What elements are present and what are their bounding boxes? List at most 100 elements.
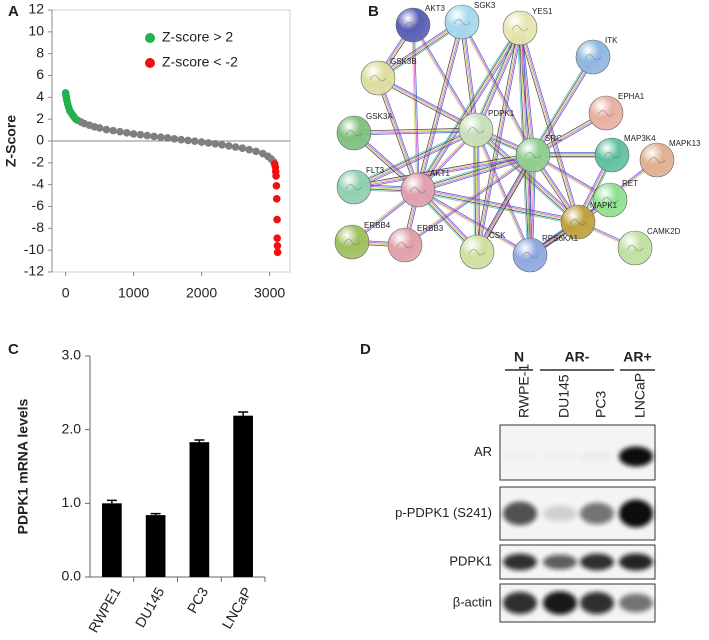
network-edge bbox=[353, 153, 533, 187]
point bbox=[116, 127, 124, 136]
node-label: CAMK2D bbox=[647, 227, 681, 236]
network-edge bbox=[419, 22, 465, 191]
point bbox=[272, 195, 281, 203]
network-edge bbox=[353, 129, 477, 188]
legend-marker bbox=[145, 33, 155, 43]
y-tick-label: -10 bbox=[24, 241, 44, 257]
node-label: AKT3 bbox=[425, 4, 446, 13]
panel-label: C bbox=[8, 341, 19, 358]
network-edge bbox=[474, 130, 578, 224]
network-edge bbox=[376, 79, 476, 133]
blot-band bbox=[580, 451, 614, 461]
network-edge bbox=[352, 127, 476, 186]
point bbox=[272, 172, 280, 180]
node-structure bbox=[511, 25, 529, 32]
x-tick-label: 1000 bbox=[118, 285, 149, 301]
row-label: p-PDPK1 (S241) bbox=[395, 505, 492, 520]
node-structure bbox=[453, 19, 471, 26]
bar bbox=[189, 442, 210, 577]
network-edge bbox=[416, 21, 462, 190]
network-edge bbox=[354, 155, 534, 189]
lane-label: PC3 bbox=[593, 391, 609, 418]
network-edge bbox=[476, 129, 532, 255]
y-tick-label: 6 bbox=[36, 66, 44, 82]
y-tick-label: 10 bbox=[28, 23, 44, 39]
node-structure bbox=[648, 157, 666, 164]
network-edge bbox=[377, 78, 476, 131]
network-edge bbox=[463, 21, 479, 130]
network-edge bbox=[354, 156, 534, 190]
panel-label: B bbox=[368, 3, 379, 20]
network-edge bbox=[354, 131, 477, 136]
x-tick-label: 0 bbox=[62, 285, 70, 301]
network-edge bbox=[417, 153, 533, 190]
network-edge bbox=[460, 22, 533, 156]
blot-band bbox=[543, 591, 577, 615]
network-edge bbox=[477, 155, 534, 253]
network-edge bbox=[476, 154, 533, 252]
point bbox=[191, 137, 199, 146]
node-label: SGK3 bbox=[474, 1, 496, 10]
node-structure bbox=[468, 249, 486, 256]
point bbox=[123, 129, 131, 137]
x-tick-label: PC3 bbox=[184, 584, 212, 616]
network-edge bbox=[411, 25, 418, 191]
node-structure bbox=[626, 245, 644, 252]
network-edge bbox=[462, 21, 535, 155]
node-structure bbox=[409, 187, 427, 194]
node-label: RPS6KA1 bbox=[542, 234, 579, 243]
point bbox=[204, 139, 213, 147]
error-bar bbox=[194, 439, 205, 443]
point bbox=[163, 134, 172, 142]
node-structure bbox=[396, 242, 414, 249]
group-label: AR+ bbox=[623, 349, 651, 365]
node-label: GSK3A bbox=[366, 112, 393, 121]
blot-band bbox=[580, 553, 614, 571]
node-structure bbox=[521, 252, 539, 259]
point bbox=[170, 135, 179, 143]
point bbox=[225, 142, 233, 150]
bar bbox=[145, 515, 166, 577]
node-label: GSK3B bbox=[390, 57, 417, 66]
network-edge bbox=[418, 22, 464, 191]
point bbox=[273, 215, 281, 224]
y-tick-label: 2.0 bbox=[62, 420, 82, 436]
network-edge bbox=[417, 192, 578, 225]
network-edge bbox=[462, 21, 478, 130]
network-edge bbox=[415, 21, 461, 190]
x-tick-label: LNCaP bbox=[219, 584, 255, 631]
network-edge bbox=[534, 58, 596, 157]
y-axis-label: Z-Score bbox=[3, 115, 19, 167]
point bbox=[136, 130, 145, 139]
point bbox=[102, 125, 111, 134]
node-label: SRC bbox=[545, 134, 562, 143]
network-edge bbox=[476, 129, 479, 252]
node-structure bbox=[569, 219, 587, 226]
network-edge bbox=[475, 27, 521, 131]
point bbox=[211, 140, 219, 148]
network-edge bbox=[415, 26, 519, 189]
network-edge bbox=[417, 189, 531, 256]
network-edge bbox=[418, 157, 534, 193]
node-label: EPHA1 bbox=[618, 92, 645, 101]
y-tick-label: -4 bbox=[32, 175, 45, 191]
network-edge bbox=[475, 129, 478, 253]
node-label: AKT1 bbox=[430, 169, 451, 178]
node-structure bbox=[369, 75, 387, 82]
point bbox=[95, 124, 104, 132]
network-edge bbox=[476, 28, 522, 131]
panel-label: A bbox=[8, 3, 19, 20]
node-structure bbox=[601, 197, 619, 204]
network-edge bbox=[353, 128, 476, 187]
network-edge bbox=[417, 154, 534, 191]
network-edge bbox=[354, 130, 477, 135]
row-label: PDPK1 bbox=[449, 553, 492, 568]
network-edge bbox=[517, 28, 577, 223]
network-edge bbox=[478, 28, 523, 132]
network-edge bbox=[413, 24, 420, 190]
network-edge bbox=[520, 27, 535, 155]
point bbox=[252, 147, 260, 156]
point bbox=[184, 136, 192, 145]
legend-label: Z-score < -2 bbox=[162, 54, 238, 70]
error-bar bbox=[238, 411, 249, 416]
